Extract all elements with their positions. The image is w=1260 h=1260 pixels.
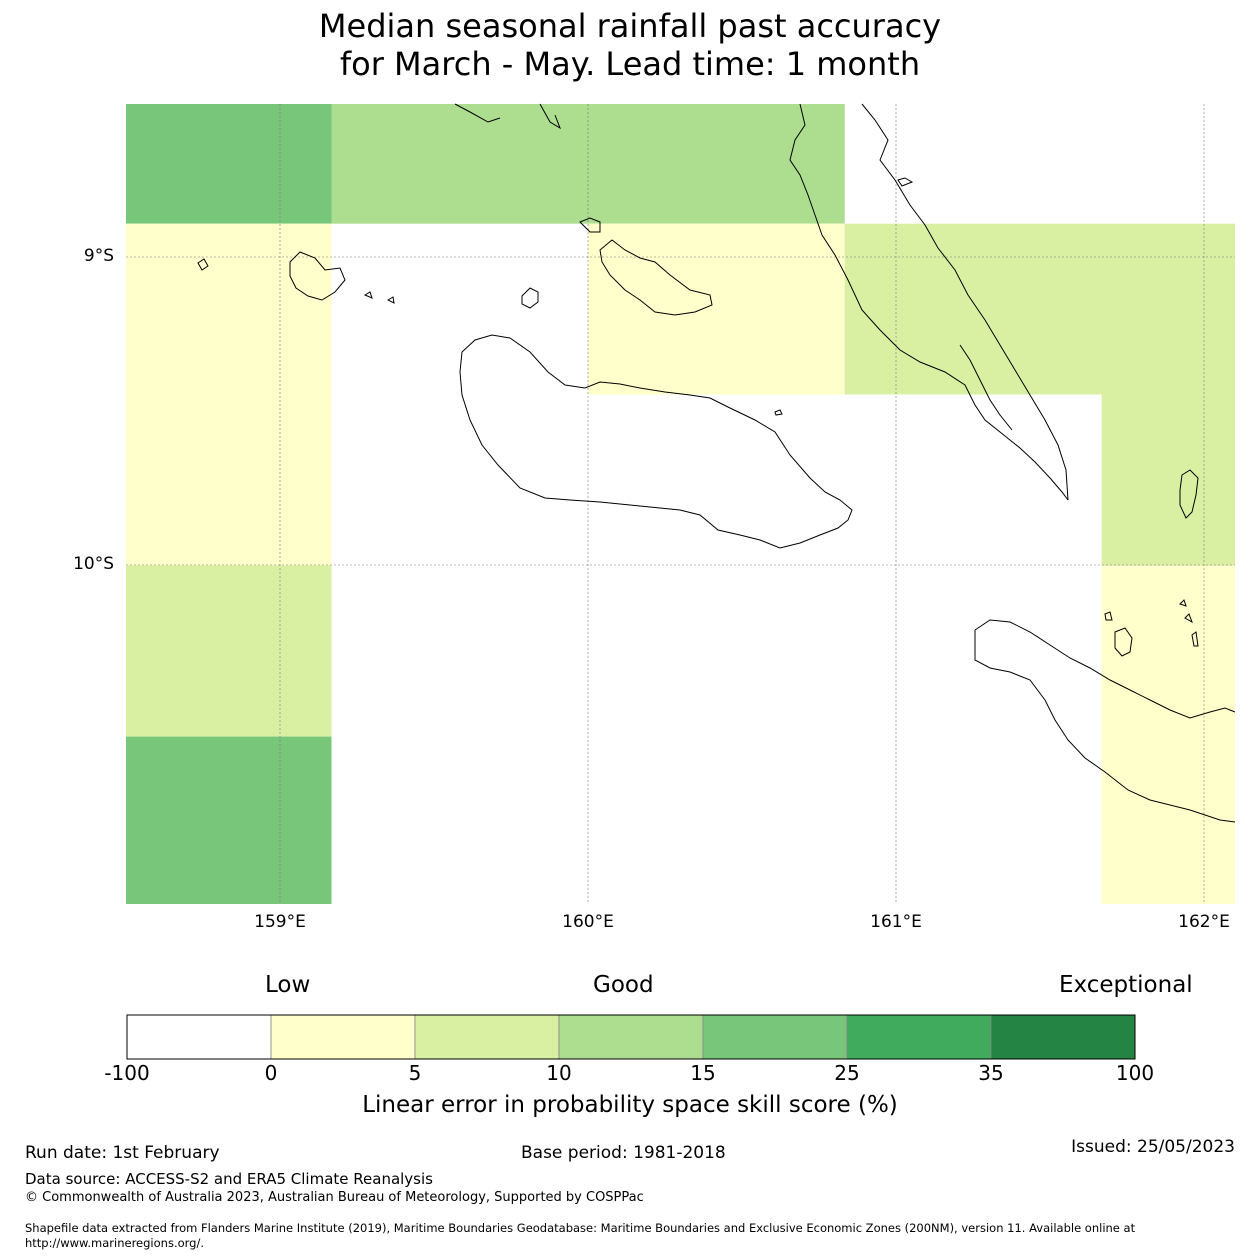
grid-cell-4 — [844, 223, 1235, 395]
chart-title-line-2: for March - May. Lead time: 1 month — [339, 45, 921, 83]
coast-small-islet-1 — [197, 258, 209, 271]
colorbar-tick-label: 0 — [264, 1061, 278, 1085]
chart-title-line-1: Median seasonal rainfall past accuracy — [318, 7, 942, 45]
lon-label-162e: 162°E — [1178, 912, 1230, 932]
coastlines — [197, 103, 1236, 823]
shapefile-credit-line-1: Shapefile data extracted from Flanders M… — [25, 1221, 1136, 1235]
coast-small-islet-4 — [774, 409, 783, 416]
colorbar-tick-label: 15 — [690, 1061, 716, 1085]
lat-label-10s: 10°S — [73, 554, 114, 574]
colorbar-segment-1 — [270, 1014, 416, 1060]
coast-malaita-east — [861, 103, 1069, 501]
lon-label-159e: 159°E — [254, 912, 306, 932]
coast-small-islet-6 — [1104, 611, 1113, 621]
colorbar — [126, 1014, 1136, 1060]
colorbar-tick-label: 10 — [546, 1061, 572, 1085]
colorbar-frame — [126, 1014, 1136, 1060]
coast-small-islet-7 — [1179, 599, 1187, 607]
grid-cell-0 — [126, 104, 332, 224]
coast-ulawa — [1179, 469, 1199, 519]
grid-cell-5 — [1101, 394, 1235, 566]
colorbar-segment-6 — [990, 1014, 1136, 1060]
colorbar-tick-label: 100 — [1115, 1061, 1155, 1085]
grid-cell-1 — [331, 104, 845, 224]
grid-cell-8 — [126, 736, 332, 904]
map-grid-cells — [126, 104, 1235, 904]
legend-category-good: Good — [593, 972, 654, 998]
colorbar-tick-label: 35 — [978, 1061, 1004, 1085]
colorbar-tick-label: 5 — [408, 1061, 422, 1085]
coast-makira-south — [974, 630, 1236, 823]
colorbar-segment-2 — [414, 1014, 560, 1060]
data-source: Data source: ACCESS-S2 and ERA5 Climate … — [25, 1170, 433, 1188]
colorbar-axis-label: Linear error in probability space skill … — [362, 1092, 898, 1118]
coast-florida-islands — [599, 239, 713, 316]
coast-small-islet-9 — [1191, 631, 1199, 647]
colorbar-tick-label: -100 — [104, 1061, 150, 1085]
coast-savo — [521, 287, 539, 309]
map — [126, 103, 1236, 904]
coast-malaita-west — [789, 103, 1069, 501]
colorbar-segment-0 — [126, 1014, 272, 1060]
grid-cell-3 — [588, 223, 845, 395]
run-date: Run date: 1st February — [25, 1143, 220, 1163]
colorbar-segment-3 — [558, 1014, 704, 1060]
lat-label-9s: 9°S — [83, 246, 114, 266]
map-gridlines — [126, 104, 1235, 904]
grid-cell-6 — [1101, 565, 1235, 904]
base-period: Base period: 1981-2018 — [521, 1143, 726, 1163]
colorbar-segment-4 — [702, 1014, 848, 1060]
coast-small-islet-3 — [386, 296, 395, 304]
coast-nggela-north — [579, 217, 601, 233]
colorbar-tick-label: 25 — [834, 1061, 860, 1085]
legend-category-low: Low — [265, 972, 311, 998]
coast-russell-islands — [289, 251, 346, 301]
issued-date: Issued: 25/05/2023 — [1071, 1137, 1235, 1157]
coast-santa-isabel-tip — [454, 103, 561, 130]
coast-makira — [974, 619, 1236, 719]
legend-category-exceptional: Exceptional — [1059, 972, 1193, 998]
coast-small-islet-8 — [1184, 613, 1193, 624]
lon-label-161e: 161°E — [870, 912, 922, 932]
copyright: © Commonwealth of Australia 2023, Austra… — [25, 1190, 644, 1205]
coast-ugi — [1114, 627, 1133, 657]
coast-maramasike — [959, 344, 1013, 431]
lon-label-160e: 160°E — [562, 912, 614, 932]
coast-small-islet-5 — [897, 177, 914, 187]
grid-cell-7 — [126, 565, 332, 737]
coast-guadalcanal — [459, 334, 853, 549]
coast-small-islet-2 — [363, 291, 373, 299]
shapefile-credit-line-2: http://www.marineregions.org/. — [25, 1236, 204, 1250]
colorbar-segment-5 — [846, 1014, 992, 1060]
grid-cell-2 — [126, 223, 332, 566]
